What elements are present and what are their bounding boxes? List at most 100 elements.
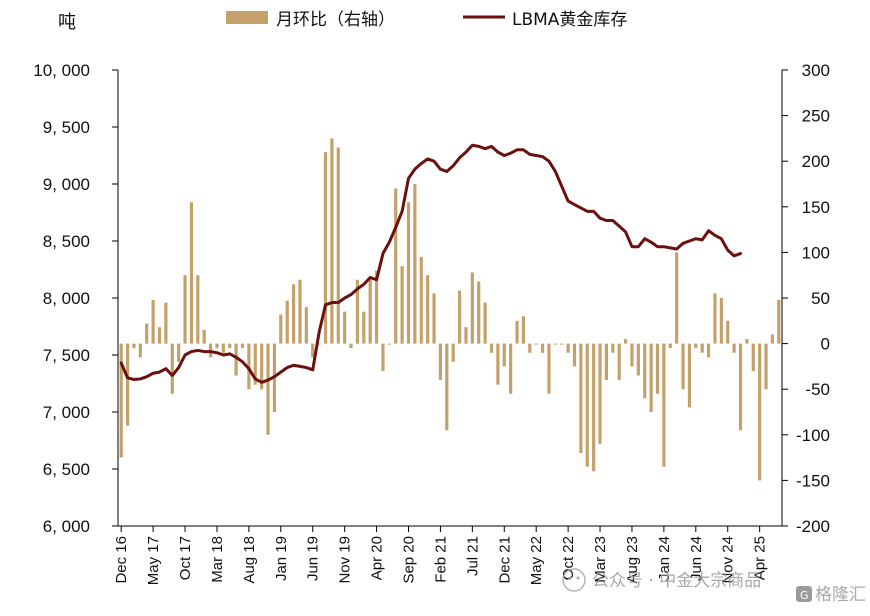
- bar-month-change: [681, 343, 685, 390]
- bar-month-change: [553, 343, 557, 345]
- bar-month-change: [598, 343, 602, 444]
- bar-month-change: [604, 343, 609, 381]
- bar-month-change: [502, 343, 506, 367]
- bar-month-change: [617, 343, 621, 381]
- bar-month-change: [196, 275, 200, 344]
- x-tick-label: Oct 22: [560, 536, 577, 580]
- bar-month-change: [426, 275, 430, 344]
- bar-month-change: [406, 202, 411, 344]
- bar-month-change: [547, 343, 551, 394]
- bar-month-change: [317, 343, 321, 345]
- left-axis-unit-label: 吨: [58, 12, 76, 33]
- bar-month-change: [655, 343, 660, 394]
- bar-month-change: [432, 293, 436, 344]
- bar-month-change: [764, 343, 768, 390]
- bar-month-change: [234, 343, 238, 376]
- bar-month-change: [489, 343, 494, 353]
- watermark: 公众号 · 中金大宗商品 G 格隆汇: [562, 568, 866, 605]
- bar-month-change: [349, 343, 353, 349]
- left-tick-label: 7, 500: [43, 346, 90, 365]
- bar-month-change: [560, 343, 564, 345]
- bar-month-change: [751, 343, 755, 371]
- bar-month-change: [183, 275, 187, 344]
- bar-month-change: [336, 147, 340, 344]
- bar-month-change: [649, 343, 653, 412]
- bar-month-change: [247, 343, 251, 390]
- right-tick-label: 250: [802, 107, 830, 126]
- bar-month-change: [260, 343, 264, 390]
- x-tick-label: Apr 25: [752, 536, 769, 580]
- bar-month-change: [540, 343, 545, 353]
- bar-month-change: [419, 256, 423, 344]
- legend-line-label: LBMA黄金库存: [512, 10, 627, 30]
- x-axis-ticks: Dec 16 May 17 Oct 17 Mar 18 Aug 18 Jan 19 Jun …: [113, 526, 769, 585]
- right-tick-label: -200: [796, 517, 830, 536]
- bar-month-change: [592, 343, 596, 472]
- right-tick-label: -100: [796, 426, 830, 445]
- bar-month-change: [700, 343, 704, 353]
- left-tick-label: 6, 000: [43, 517, 90, 536]
- bar-month-change: [738, 343, 743, 431]
- bar-month-change: [464, 327, 468, 344]
- bar-month-change: [164, 302, 168, 344]
- bar-month-change: [170, 343, 174, 394]
- bar-month-change: [445, 343, 449, 431]
- bar-month-change: [215, 343, 219, 349]
- legend-bar-label: 月环比（右轴）: [276, 10, 395, 30]
- x-tick-label: Jan 24: [656, 536, 673, 581]
- bar-month-change: [451, 343, 455, 362]
- bar-month-change: [202, 329, 206, 344]
- bar-month-change: [266, 343, 270, 435]
- bar-month-change: [279, 314, 283, 344]
- bar-month-change: [330, 138, 334, 344]
- x-tick-label: Aug 23: [624, 536, 641, 584]
- bar-month-change: [758, 343, 762, 481]
- bar-month-change: [770, 334, 775, 344]
- right-tick-label: 200: [802, 152, 830, 171]
- bar-month-change: [515, 320, 519, 344]
- x-tick-label: Jun 19: [305, 536, 322, 581]
- left-tick-label: 10, 000: [33, 61, 90, 80]
- bar-month-change: [387, 343, 391, 345]
- bar-month-change: [438, 343, 443, 381]
- bar-month-change: [343, 311, 347, 344]
- bar-month-change: [125, 343, 130, 426]
- bar-month-change: [579, 343, 583, 454]
- bar-month-change: [521, 316, 526, 344]
- right-axis-ticks: -200 -150 -100 -50 0 50 100 150 200 250 300: [782, 61, 830, 536]
- x-tick-label: Apr 20: [369, 536, 386, 580]
- bar-series-monthly-change: [119, 138, 781, 481]
- bar-month-change: [470, 272, 474, 344]
- bar-month-change: [732, 343, 736, 353]
- right-tick-label: 300: [802, 61, 830, 80]
- x-tick-label: Aug 18: [241, 536, 258, 584]
- x-tick-label: Dec 16: [113, 536, 130, 584]
- watermark-text: 公众号 · 中金大宗商品: [592, 571, 761, 591]
- bar-month-change: [636, 343, 640, 376]
- bar-month-change: [304, 307, 308, 344]
- legend-bar-swatch: [226, 11, 268, 24]
- bar-month-change: [291, 284, 296, 344]
- right-tick-label: -150: [796, 471, 830, 490]
- right-tick-label: 50: [811, 289, 830, 308]
- bar-month-change: [611, 343, 615, 353]
- bar-month-change: [477, 281, 481, 344]
- bar-month-change: [496, 343, 500, 385]
- bar-month-change: [228, 343, 232, 349]
- bar-month-change: [151, 299, 155, 344]
- right-tick-label: 0: [821, 335, 830, 354]
- bar-month-change: [157, 327, 162, 344]
- line-lbma-gold-inventory: [119, 143, 742, 384]
- bar-month-change: [177, 343, 181, 362]
- left-tick-label: 6, 500: [43, 460, 90, 479]
- bar-month-change: [528, 343, 532, 353]
- right-tick-label: 150: [802, 198, 830, 217]
- bar-month-change: [189, 202, 194, 344]
- x-tick-label: Nov 24: [720, 536, 737, 584]
- bar-month-change: [362, 311, 366, 344]
- bar-month-change: [534, 343, 538, 345]
- left-tick-label: 8, 000: [43, 289, 90, 308]
- line-series-lbma-gold-inventory: [119, 143, 742, 384]
- bar-month-change: [694, 343, 698, 349]
- bar-month-change: [298, 279, 302, 344]
